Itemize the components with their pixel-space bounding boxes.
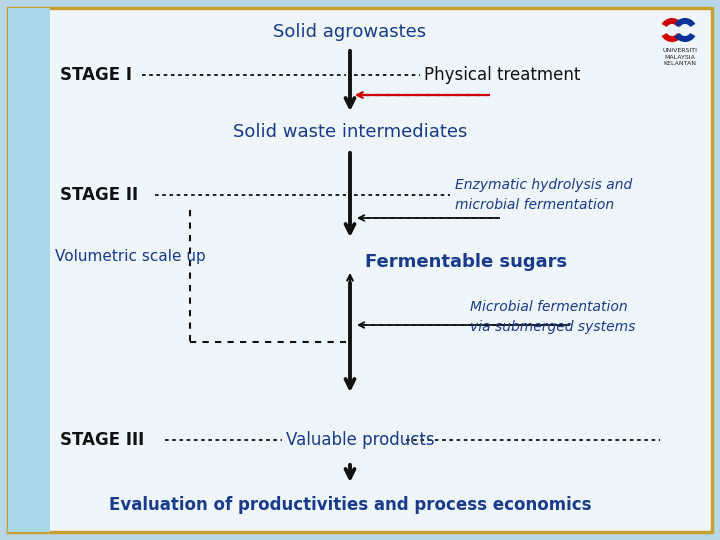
FancyBboxPatch shape	[8, 8, 50, 532]
Text: STAGE I: STAGE I	[60, 66, 132, 84]
Wedge shape	[675, 33, 696, 42]
Wedge shape	[662, 33, 683, 42]
Text: UNIVERSITI
MALAYSIA
KELANTAN: UNIVERSITI MALAYSIA KELANTAN	[662, 48, 698, 66]
Text: Enzymatic hydrolysis and: Enzymatic hydrolysis and	[455, 178, 632, 192]
Text: Microbial fermentation: Microbial fermentation	[470, 300, 628, 314]
FancyBboxPatch shape	[8, 8, 712, 532]
Text: via submerged systems: via submerged systems	[470, 320, 635, 334]
Text: Physical treatment: Physical treatment	[424, 66, 580, 84]
Text: microbial fermentation: microbial fermentation	[455, 198, 614, 212]
Wedge shape	[662, 18, 683, 27]
Wedge shape	[675, 18, 696, 27]
Text: STAGE II: STAGE II	[60, 186, 138, 204]
Text: Solid agrowastes: Solid agrowastes	[274, 23, 426, 41]
Text: Valuable products: Valuable products	[286, 431, 435, 449]
Text: Evaluation of productivities and process economics: Evaluation of productivities and process…	[109, 496, 591, 514]
Text: Volumetric scale up: Volumetric scale up	[55, 249, 206, 265]
Text: Fermentable sugars: Fermentable sugars	[365, 253, 567, 271]
Text: STAGE III: STAGE III	[60, 431, 144, 449]
Text: Solid waste intermediates: Solid waste intermediates	[233, 123, 467, 141]
